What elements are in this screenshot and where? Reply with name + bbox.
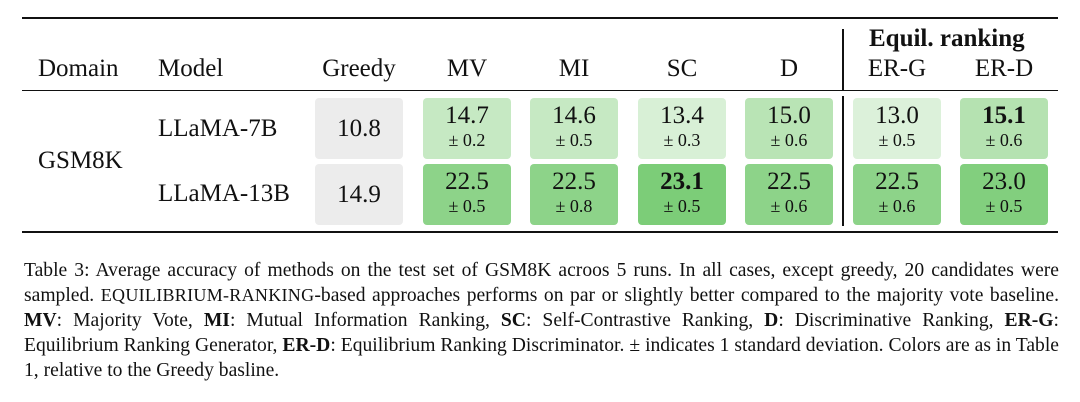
group-separator xyxy=(842,29,844,90)
group-header: Equil. ranking xyxy=(869,25,1025,52)
header-rule xyxy=(22,90,1058,92)
bottom-rule xyxy=(22,231,1058,233)
header-mi: MI xyxy=(558,55,590,82)
header-sc: SC xyxy=(666,55,698,82)
header-domain: Domain xyxy=(38,55,119,82)
cell-d-7b: 15.0 ± 0.6 xyxy=(745,98,833,159)
cell-d-13b: 22.5 ± 0.6 xyxy=(745,164,833,225)
group-separator-body xyxy=(842,96,844,226)
cell-erg-13b: 22.5 ± 0.6 xyxy=(853,164,941,225)
header-model: Model xyxy=(158,55,224,82)
cell-erg-7b: 13.0 ± 0.5 xyxy=(853,98,941,159)
cell-sc-7b: 13.4 ± 0.3 xyxy=(638,98,726,159)
cell-mv-13b: 22.5 ± 0.5 xyxy=(423,164,511,225)
model-label-13b: LLaMA-13B xyxy=(158,180,290,207)
cell-mi-13b: 22.5 ± 0.8 xyxy=(530,164,618,225)
cell-sc-13b: 23.1 ± 0.5 xyxy=(638,164,726,225)
cell-mi-7b: 14.6 ± 0.5 xyxy=(530,98,618,159)
header-mv: MV xyxy=(446,55,488,82)
results-table: Equil. ranking Domain Model Greedy MV MI… xyxy=(22,17,1058,233)
cell-erd-7b: 15.1 ± 0.6 xyxy=(960,98,1048,159)
domain-label: GSM8K xyxy=(38,147,123,174)
cell-mv-7b: 14.7 ± 0.2 xyxy=(423,98,511,159)
table-caption: Table 3: Average accuracy of methods on … xyxy=(24,260,1060,381)
cell-erd-13b: 23.0 ± 0.5 xyxy=(960,164,1048,225)
header-greedy: Greedy xyxy=(322,55,396,82)
header-d: D xyxy=(779,55,799,82)
top-rule xyxy=(22,17,1058,19)
cell-greedy-7b: 10.8 xyxy=(315,98,403,159)
header-erg: ER-G xyxy=(867,55,927,82)
model-label-7b: LLaMA-7B xyxy=(158,115,278,142)
header-erd: ER-D xyxy=(974,55,1034,82)
cell-greedy-13b: 14.9 xyxy=(315,164,403,225)
